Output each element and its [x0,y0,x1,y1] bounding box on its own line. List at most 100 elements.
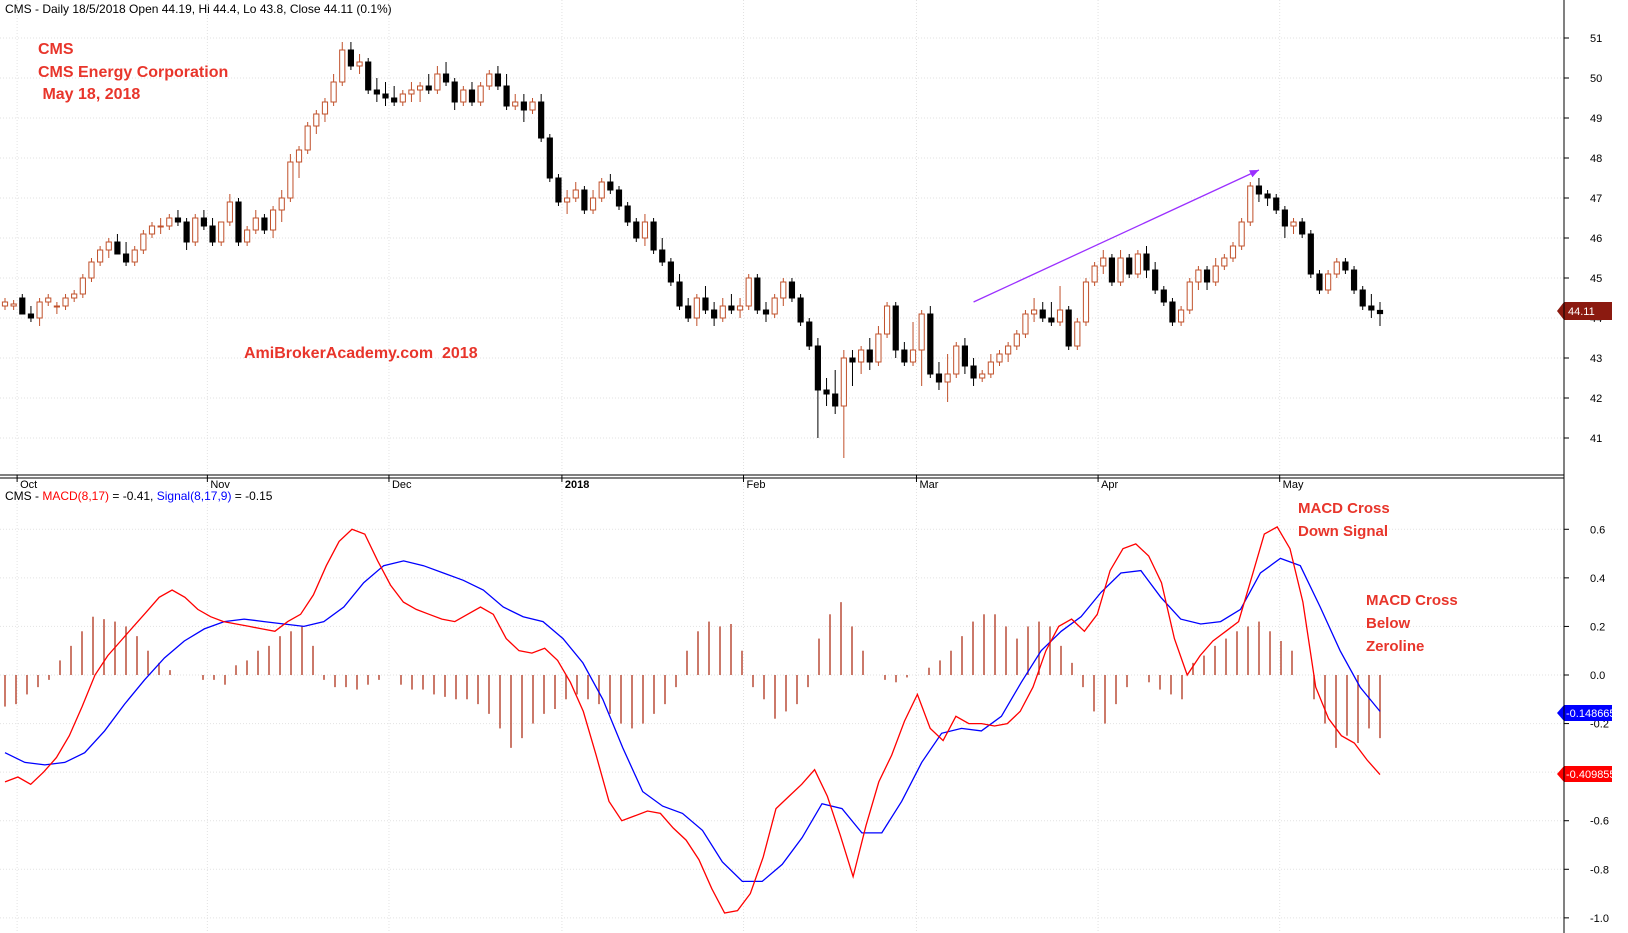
candle-body [581,189,588,211]
candle [174,210,182,226]
candle-body [1195,269,1202,283]
macd-y-tick-label: -0.6 [1590,816,1609,828]
candle-body [1186,281,1193,311]
macd-header-sep: - [32,489,43,503]
candle [970,358,977,386]
candle-body [62,297,69,307]
candle-body [287,161,294,199]
candle-body [1368,305,1375,311]
candle [486,70,493,90]
price-y-tick-label: 51 [1590,33,1602,45]
candle-body [1221,257,1228,267]
candle-body [909,349,917,363]
price-grid [0,0,1564,933]
candle [1005,342,1012,362]
candle-body [330,81,337,103]
candle [1273,194,1280,214]
candle-body [1013,333,1020,347]
candle [122,242,130,266]
candle [676,274,683,310]
candle-body [1160,289,1167,303]
candle-body [88,261,95,279]
candle [512,94,519,110]
candle-body [832,393,839,407]
last-price-badge-text: 44.11 [1568,306,1595,318]
candle-body [918,313,925,351]
candle-body [745,277,752,307]
candle [581,186,588,214]
candle [685,298,692,322]
candle-body [235,201,242,243]
candle-body [200,217,207,227]
candle [365,58,372,94]
candle [546,134,553,182]
macd-y-tick-label: -1.0 [1590,913,1609,925]
candle [624,202,631,226]
candle-body [1005,345,1012,355]
candle [1247,182,1254,226]
candle [1074,318,1081,350]
candle-body [1238,221,1245,247]
candle-body [1022,313,1029,335]
candle-body [1169,301,1176,323]
candle-body [1108,257,1116,283]
candle-body [1307,233,1314,275]
candle [460,86,467,106]
month-label: Nov [210,479,230,491]
candle-body [615,189,623,207]
candle-body [157,225,164,228]
trend-arrow-line [973,169,1260,303]
candle [1117,250,1124,286]
candle [529,98,536,114]
candle [269,206,277,238]
candle-body [633,221,640,239]
candle [131,246,138,266]
candle [399,90,406,106]
candle [148,222,156,238]
candle-body [1247,185,1254,223]
candle-body [503,85,510,107]
candle [797,294,804,326]
candle-body [754,277,761,311]
candle [27,306,35,322]
candle [883,302,891,338]
candle [1229,242,1237,262]
candle-body [27,313,35,319]
candle-body [486,73,493,87]
candle [866,338,873,370]
candle [494,66,502,90]
candle [347,42,355,70]
candle [1126,254,1133,278]
candle [1350,266,1358,294]
price-y-tick-label: 41 [1590,433,1602,445]
candle-body [278,197,285,211]
candle-body [641,221,649,239]
candle-body [624,205,631,223]
candle-body [538,101,545,139]
price-header-values: - Daily 18/5/2018 Open 44.19, Hi 44.4, L… [32,2,392,16]
candle [849,350,856,386]
candle [650,218,657,254]
candle-body [944,373,951,383]
macd-histogram [4,602,1381,748]
candle-body [209,225,216,243]
candle-body [996,353,1003,363]
candle [589,190,597,214]
candle-body [434,73,441,91]
candle-body [1333,261,1340,275]
candle [702,286,709,314]
candle-body [702,297,709,311]
candle-body [711,309,718,319]
macd-grid [0,528,1564,919]
candle-body [321,101,329,115]
candle [425,74,432,94]
candle [79,274,86,298]
candle-body [780,281,787,299]
candle-body [728,305,735,311]
candle [659,238,666,266]
candle [140,230,147,254]
candle-body [399,93,406,103]
candle [555,174,562,206]
candle-body [564,197,571,203]
candle-body [1143,253,1150,271]
